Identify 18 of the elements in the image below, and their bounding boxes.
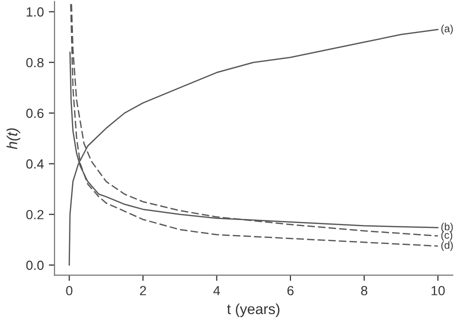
series-label: (b) bbox=[441, 222, 453, 232]
x-tick-label: 0 bbox=[66, 286, 72, 296]
y-tick-label: 0.0 bbox=[26, 260, 44, 270]
y-axis-title: h(t) bbox=[6, 128, 20, 150]
y-tick-label: 0.6 bbox=[26, 108, 44, 118]
y-tick-label: 0.4 bbox=[26, 159, 44, 169]
x-axis-title: t (years) bbox=[227, 303, 280, 318]
series-label: (a) bbox=[441, 24, 453, 34]
y-tick-label: 0.2 bbox=[26, 210, 44, 220]
x-tick-label: 10 bbox=[432, 286, 445, 296]
x-tick-label: 6 bbox=[287, 286, 294, 296]
x-tick-label: 8 bbox=[361, 286, 368, 296]
x-tick-label: 4 bbox=[213, 286, 220, 296]
series-label: (c) bbox=[441, 231, 452, 241]
y-tick-label: 0.8 bbox=[26, 58, 44, 68]
x-tick-label: 2 bbox=[140, 286, 146, 296]
y-tick-label: 1.0 bbox=[26, 7, 44, 17]
series-label: (d) bbox=[441, 241, 453, 251]
